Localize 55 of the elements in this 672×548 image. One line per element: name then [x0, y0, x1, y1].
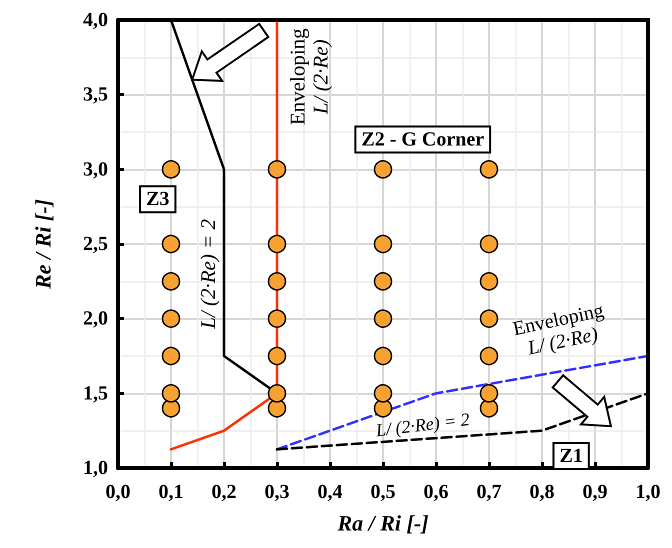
point: [162, 309, 180, 328]
point: [268, 384, 286, 403]
annotation: Z3: [146, 188, 170, 210]
x-tick-label: 0,9: [582, 481, 608, 503]
point: [268, 399, 286, 418]
x-tick-label: 0,5: [370, 481, 396, 503]
point: [374, 160, 392, 179]
y-tick-label: 3,0: [83, 158, 108, 180]
point: [268, 234, 286, 254]
point: [162, 160, 180, 179]
point: [162, 272, 180, 291]
x-tick-label: 0,0: [106, 481, 130, 503]
x-tick-label: 0,6: [424, 481, 448, 503]
x-tick-label: 0,7: [476, 481, 502, 503]
x-tick-label: 0,1: [158, 481, 184, 503]
point: [162, 399, 180, 418]
x-axis-title: Ra / Ri [-]: [336, 510, 429, 536]
point: [374, 309, 392, 328]
y-tick-label: 2,0: [83, 308, 108, 330]
point: [374, 384, 392, 403]
point: [268, 272, 286, 291]
point: [480, 399, 498, 418]
annotation: Z2 - G Corner: [361, 128, 484, 150]
x-tick-label: 0,4: [318, 481, 342, 503]
point: [480, 309, 498, 328]
annotation: Z1: [559, 445, 583, 468]
y-axis-title: Re / Ri [-]: [30, 199, 56, 290]
point: [480, 384, 498, 403]
y-tick-label: 3,5: [83, 84, 108, 106]
point: [162, 234, 180, 254]
point: [268, 160, 286, 179]
point: [480, 346, 498, 366]
point: [480, 234, 498, 254]
point: [268, 309, 286, 328]
point: [162, 384, 180, 403]
point: [374, 272, 392, 291]
x-tick-label: 0,8: [530, 481, 554, 503]
annotation: L/ (2·Re) = 2: [374, 409, 471, 440]
point: [480, 272, 498, 291]
annotation: L/ (2·Re) = 2: [196, 218, 220, 330]
point: [480, 160, 498, 179]
x-tick-label: 1,0: [636, 481, 660, 503]
y-tick-label: 2,5: [83, 233, 108, 255]
point: [162, 346, 180, 366]
point: [374, 234, 392, 254]
y-tick-label: 1,0: [83, 457, 108, 479]
annotation: Enveloping L/ (2·Re): [285, 28, 332, 126]
point: [374, 399, 392, 418]
x-tick-label: 0,3: [264, 481, 290, 503]
y-tick-label: 4,0: [83, 9, 108, 31]
point: [374, 346, 392, 366]
point: [268, 346, 286, 366]
x-tick-label: 0,2: [212, 481, 236, 503]
y-tick-label: 1,5: [83, 382, 108, 404]
annotation: Enveloping L/ (2·Re): [510, 300, 606, 360]
